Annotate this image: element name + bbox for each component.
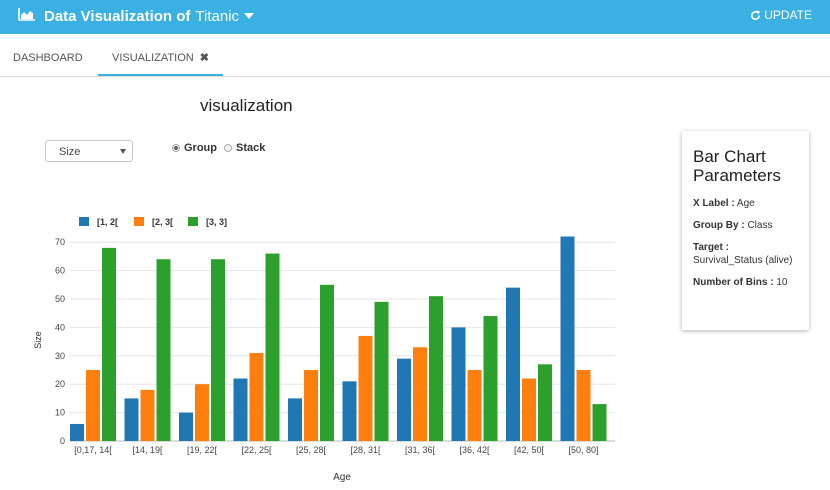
legend-swatch [134, 217, 144, 226]
bar [592, 404, 607, 441]
area-chart-icon [18, 7, 36, 25]
param-x-label-value: Age [736, 198, 755, 209]
bar [156, 259, 171, 441]
app-name: Titanic [195, 7, 240, 25]
bar [576, 370, 591, 441]
x-tick-label: [14, 19[ [132, 445, 163, 455]
param-target: Target : Survival_Status (alive) [693, 241, 798, 267]
y-tick-label: 20 [55, 379, 65, 389]
legend-label: [1, 2[ [97, 217, 118, 227]
radio-group-mode[interactable]: Group [172, 142, 217, 154]
parameters-panel: Bar Chart Parameters X Label : Age Group… [682, 131, 809, 330]
tab-bar: DASHBOARD VISUALIZATION ✖ [0, 34, 830, 77]
caret-down-icon [244, 13, 255, 19]
update-label: UPDATE [764, 8, 812, 22]
y-tick-label: 60 [55, 266, 65, 276]
y-tick-label: 30 [55, 351, 65, 361]
measure-select-value: Size [59, 146, 81, 158]
tab-dashboard-label: DASHBOARD [13, 52, 83, 64]
bar [358, 335, 373, 441]
param-target-key: Target : [693, 242, 729, 253]
y-tick-label: 40 [55, 322, 65, 332]
bar [70, 423, 84, 441]
bar [374, 301, 389, 441]
bar [483, 316, 498, 441]
legend-label: [2, 3[ [152, 217, 173, 227]
x-tick-label: [50, 80] [568, 445, 598, 455]
bar [211, 259, 225, 441]
bar [288, 398, 302, 441]
bar [320, 284, 334, 441]
bar [429, 296, 443, 441]
param-group-by: Group By : Class [693, 219, 798, 232]
bar [342, 381, 357, 441]
bar [413, 347, 427, 441]
tab-visualization-label: VISUALIZATION [112, 52, 194, 64]
bar [522, 378, 536, 441]
y-tick-label: 0 [60, 436, 65, 446]
radio-stack-mode[interactable]: Stack [224, 142, 265, 154]
param-group-by-key: Group By : [693, 220, 745, 231]
legend-swatch [79, 217, 89, 226]
radio-stack-label: Stack [236, 142, 266, 154]
x-tick-label: [36, 42[ [459, 445, 490, 455]
x-tick-label: [22, 25[ [241, 445, 272, 455]
bar-chart: 0 10 20 30 40 50 60 70 [0,17, 14[ [14, 19[ [19, 22… [33, 217, 615, 483]
app-title-menu[interactable]: Data Visualization of Titanic [18, 7, 255, 25]
bar [140, 389, 155, 441]
x-tick-label: [31, 36[ [405, 445, 436, 455]
radio-group-label: Group [184, 142, 217, 154]
top-navbar: Data Visualization of Titanic UPDATE [0, 0, 830, 34]
x-tick-label: [28, 31[ [350, 445, 381, 455]
bar [451, 327, 466, 441]
bar [304, 370, 318, 441]
param-x-label: X Label : Age [693, 197, 798, 210]
param-bins-key: Number of Bins : [693, 277, 774, 288]
parameters-title: Bar Chart Parameters [693, 147, 781, 185]
chevron-down-icon [120, 149, 126, 154]
y-axis-title: Size [33, 331, 43, 349]
bar [249, 352, 264, 441]
x-tick-label: [25, 28[ [296, 445, 327, 455]
page-title: visualization [200, 96, 293, 115]
tab-dashboard[interactable]: DASHBOARD [0, 34, 98, 76]
legend-label: [3, 3] [206, 217, 227, 227]
param-x-label-key: X Label : [693, 198, 735, 209]
bar [102, 247, 116, 441]
x-axis-title: Age [333, 472, 351, 483]
bar [265, 253, 280, 441]
measure-select[interactable]: Size [45, 140, 133, 162]
param-bins: Number of Bins : 10 [693, 276, 798, 289]
param-bins-value: 10 [776, 277, 788, 288]
param-group-by-value: Class [747, 220, 773, 231]
bar [506, 287, 520, 441]
radio-stack-dot[interactable] [224, 144, 232, 152]
bar [124, 398, 139, 441]
title-prefix: Data Visualization of [44, 7, 191, 25]
x-tick-label: [0,17, 14[ [74, 445, 112, 455]
y-tick-label: 70 [55, 237, 65, 247]
close-icon[interactable]: ✖ [199, 52, 209, 64]
legend-swatch [188, 217, 198, 226]
bar [560, 236, 575, 441]
update-button[interactable]: UPDATE [750, 8, 812, 22]
bar [179, 412, 193, 441]
bar [86, 370, 100, 441]
bar [195, 384, 209, 441]
bar [397, 358, 411, 441]
param-target-value: Survival_Status (alive) [693, 255, 793, 266]
tab-visualization[interactable]: VISUALIZATION ✖ [98, 34, 223, 76]
refresh-icon [751, 9, 761, 20]
x-tick-label: [19, 22[ [187, 445, 218, 455]
y-tick-label: 50 [55, 294, 65, 304]
radio-group-dot[interactable] [172, 144, 180, 152]
x-tick-label: [42, 50[ [514, 445, 545, 455]
y-tick-label: 10 [55, 408, 65, 418]
bar [467, 370, 482, 441]
bar [538, 364, 552, 441]
bar [233, 378, 248, 441]
